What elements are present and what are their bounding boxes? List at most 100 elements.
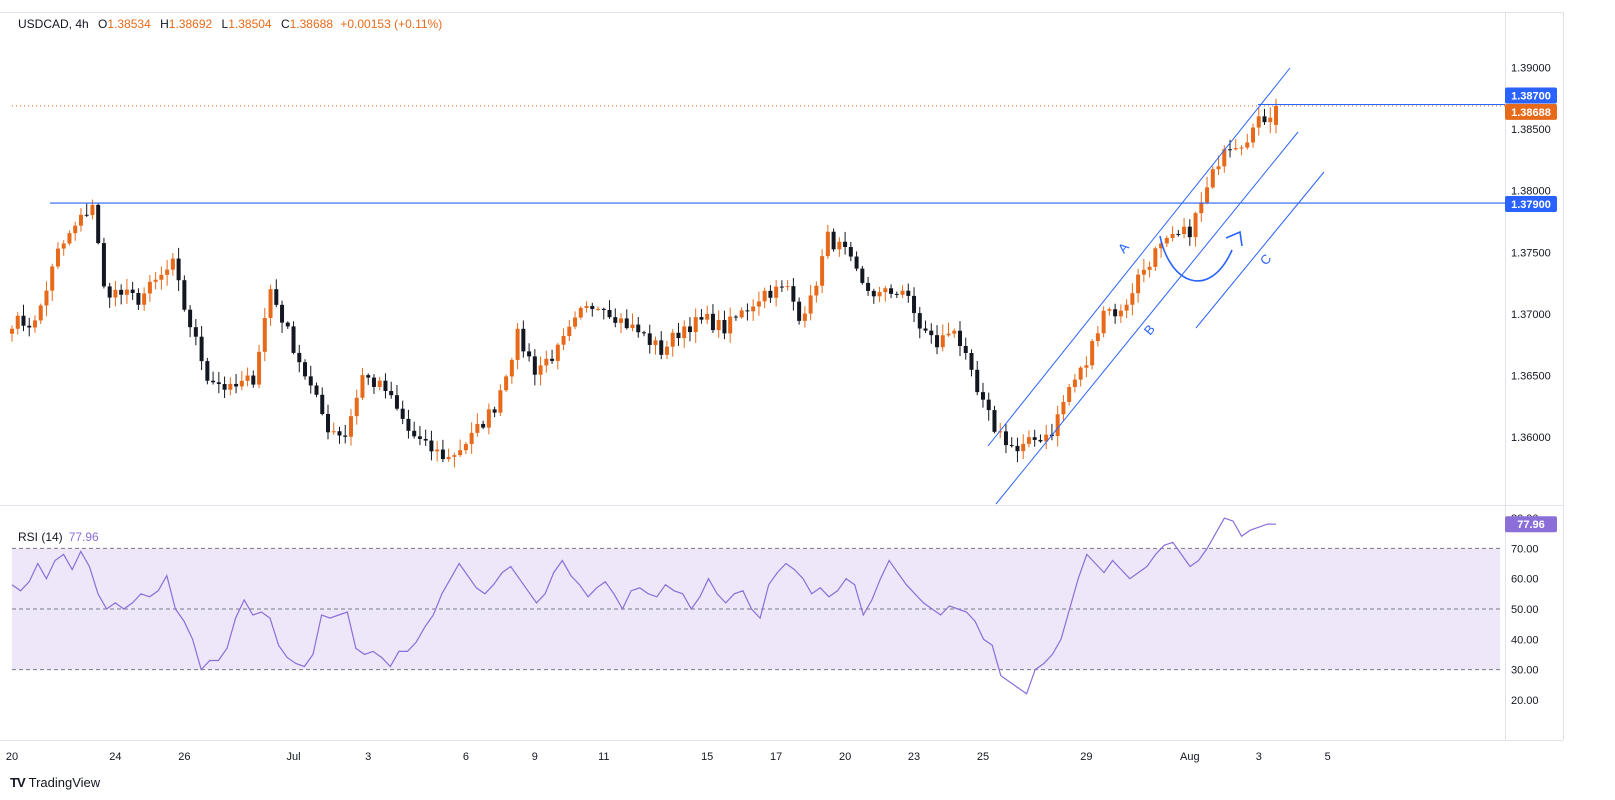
rsi-tick-label: 40.00 [1511,634,1539,646]
candle-body [1251,127,1256,143]
candle-body [670,332,675,347]
candle-body [245,375,250,381]
candle-body [1268,117,1273,123]
candle-body [147,281,152,294]
time-tick-label: 17 [770,751,782,763]
candle-body [1228,149,1233,151]
candle-body [1245,142,1250,148]
candle-body [423,438,428,441]
candle-body [170,258,175,270]
candle-body [199,336,204,362]
candle-body [952,330,957,334]
candle-body [705,313,710,320]
candle-body [940,335,945,348]
candle-body [1061,401,1066,415]
channel-line-c [1195,171,1325,329]
candle-body [469,432,474,445]
tradingview-brand[interactable]: TV TradingView [10,775,100,790]
candle-body [159,274,164,280]
candle-body [894,293,899,295]
candle-body [1072,379,1077,388]
candle-body [992,410,997,432]
candle-body [963,346,968,354]
candle-body [331,431,336,433]
candle-body [969,353,974,370]
candle-body [573,317,578,327]
candle-body [297,352,302,363]
price-tick-label: 1.36000 [1511,432,1551,444]
candle-body [1193,213,1198,238]
candle-body [779,286,784,288]
brand-name: TradingView [28,775,101,790]
candle-body [55,248,60,267]
candle-body [1118,310,1123,317]
candle-body [498,390,503,413]
time-tick-label: 5 [1325,751,1331,763]
candle-body [946,333,951,336]
price-tick-label: 1.37000 [1511,309,1551,321]
candle-body [860,268,865,283]
candle-body [521,328,526,352]
candle-body [1210,169,1215,188]
high-value: 1.38692 [168,17,213,31]
candle-body [383,380,388,392]
candle-body [400,408,405,419]
candle-body [1055,414,1060,436]
time-tick-label: 3 [1256,751,1262,763]
time-tick-label: 9 [532,751,538,763]
rsi-line [11,517,1277,695]
candle-body [578,307,583,318]
candle-body [73,225,78,234]
candle-body [538,365,543,375]
candle-body [975,369,980,393]
candle-body [280,304,285,323]
candle-body [601,308,606,310]
candle-body [440,449,445,460]
candle-body [900,290,905,295]
candle-body [831,231,836,250]
candle-body [837,241,842,250]
candle-body [676,332,681,339]
candle-body [481,423,486,428]
price-tick-label: 1.37500 [1511,247,1551,259]
high-label: H [160,17,169,31]
candle-body [1032,437,1037,440]
candle-body [1095,333,1100,342]
candle-body [642,332,646,334]
time-tick-label: 20 [6,751,18,763]
time-tick-label: Jul [286,751,300,763]
price-tick-label: 1.39000 [1511,62,1551,74]
candle-body [67,233,72,244]
time-tick-label: 24 [109,751,121,763]
support-badge-bg [1505,196,1557,213]
candle-body [550,358,555,361]
candle-body [136,292,141,305]
candle-body [912,295,917,314]
candle-body [406,418,411,431]
label-c: C [1257,251,1275,268]
low-label: L [221,17,229,31]
candle-body [980,392,985,400]
candle-body [659,340,664,355]
candle-body [1044,434,1049,442]
rsi-label: RSI (14) [18,530,63,544]
candle-body [929,330,934,336]
candle-body [504,376,509,391]
candle-body [285,322,290,327]
candle-body [308,376,313,386]
candle-body [1222,149,1227,167]
candle-body [877,292,882,297]
tradingview-logo-icon: TV [10,775,26,790]
candle-body [739,310,744,318]
candle-body [567,326,572,337]
candle-body [527,351,532,357]
candle-body [452,455,457,457]
candle-body [1130,293,1135,305]
rsi-tick-label: 60.00 [1511,574,1539,586]
candle-body [613,317,618,323]
candle-body [389,391,394,396]
candle-body [32,320,37,328]
candle-body [124,289,129,295]
time-tick-label: 25 [977,751,989,763]
